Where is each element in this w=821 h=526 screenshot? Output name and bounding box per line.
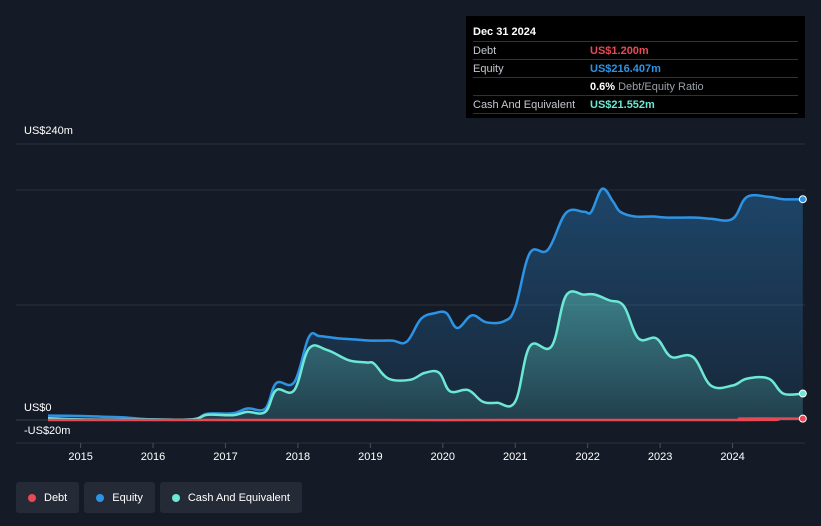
- legend-item-equity[interactable]: Equity: [84, 482, 155, 513]
- data-tooltip: Dec 31 2024 Debt US$1.200m Equity US$216…: [466, 16, 805, 118]
- legend-cash-dot-icon: [171, 493, 180, 502]
- series-line-equity: [47, 187, 803, 421]
- tooltip-row-cash: Cash And Equivalent US$21.552m: [473, 95, 798, 114]
- legend-equity-label: Equity: [112, 491, 143, 504]
- y-axis-top-label: US$240m: [24, 125, 73, 137]
- x-tick-label-2018: 2018: [286, 451, 310, 463]
- x-axis-ticks: 2015 2016 2017 2018 2019 2020 2021 2022 2023 2024: [68, 443, 745, 463]
- tooltip-row-ratio: 0.6% Debt/Equity Ratio: [473, 77, 798, 95]
- x-tick-label-2015: 2015: [68, 451, 92, 463]
- tooltip-row-equity: Equity US$216.407m: [473, 59, 798, 77]
- tooltip-date: Dec 31 2024: [473, 26, 536, 38]
- x-tick-label-2021: 2021: [503, 451, 527, 463]
- tooltip-cash-label: Cash And Equivalent: [473, 98, 576, 111]
- series-end-point-cash-and-equivalent: [798, 389, 807, 398]
- y-axis-zero-label: US$0: [24, 402, 52, 414]
- tooltip-equity-label: Equity: [473, 62, 504, 75]
- tooltip-debt-value: US$1.200m: [590, 44, 649, 57]
- y-axis-bottom-label: -US$20m: [24, 425, 71, 437]
- x-tick-label-2020: 2020: [431, 451, 455, 463]
- tooltip-cash-value: US$21.552m: [590, 98, 655, 111]
- tooltip-ratio-value: 0.6%: [590, 80, 616, 93]
- x-tick-label-2023: 2023: [648, 451, 672, 463]
- chart-area: 2015 2016 2017 2018 2019 2020 2021 2022 2023 2024: [16, 143, 807, 463]
- x-tick-label-2017: 2017: [213, 451, 237, 463]
- x-tick-label-2024: 2024: [720, 451, 744, 463]
- series-area-cash-and-equivalent: [48, 291, 803, 420]
- legend-equity-dot-icon: [96, 493, 105, 502]
- x-tick-label-2022: 2022: [575, 451, 599, 463]
- legend-item-debt[interactable]: Debt: [16, 482, 80, 513]
- legend-cash-label: Cash And Equivalent: [187, 491, 290, 504]
- x-tick-label-2016: 2016: [141, 451, 165, 463]
- series-line-debt: [47, 417, 803, 422]
- legend-debt-label: Debt: [44, 491, 68, 504]
- legend-item-cash[interactable]: Cash And Equivalent: [159, 482, 302, 513]
- series-end-point-equity: [798, 195, 807, 204]
- series-end-point-debt: [798, 414, 807, 423]
- tooltip-row-debt: Debt US$1.200m: [473, 41, 798, 59]
- chart-legend: Debt Equity Cash And Equivalent: [16, 482, 302, 513]
- tooltip-equity-value: US$216.407m: [590, 62, 661, 75]
- series-layer: [47, 187, 807, 423]
- series-line-cash-and-equivalent: [47, 290, 803, 422]
- tooltip-ratio-label: Debt/Equity Ratio: [618, 80, 704, 93]
- legend-debt-dot-icon: [28, 493, 36, 502]
- tooltip-debt-label: Debt: [473, 44, 497, 57]
- x-tick-label-2019: 2019: [358, 451, 382, 463]
